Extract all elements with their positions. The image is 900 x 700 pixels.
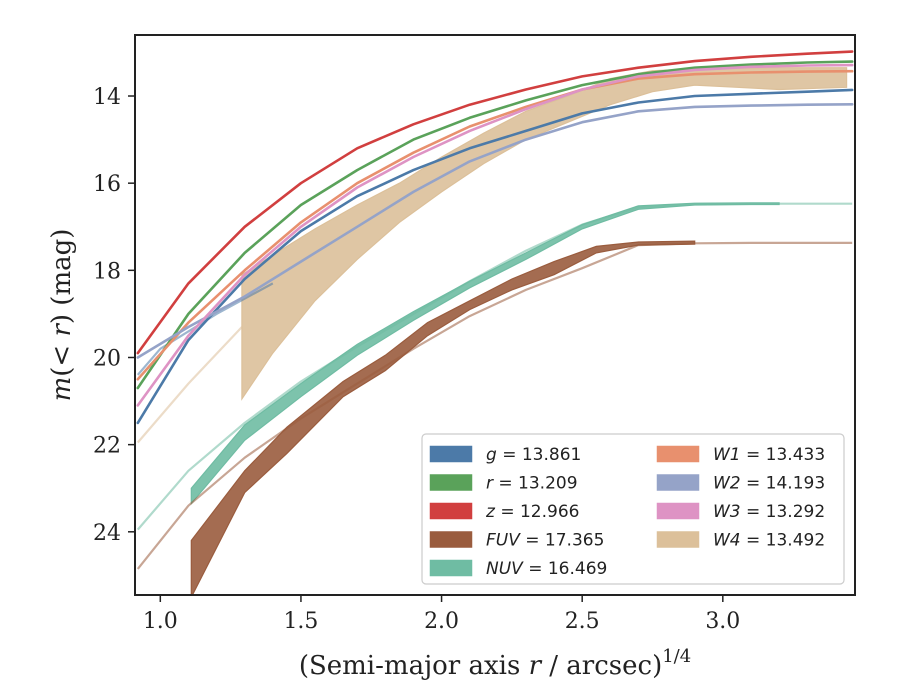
- legend-swatch-w3: [656, 502, 700, 520]
- legend-label-w2: W2 = 14.193: [713, 474, 825, 494]
- legend: g = 13.861 r = 13.209 z = 12.966 FUV = 17.3…: [421, 433, 845, 585]
- plot-frame: [134, 34, 856, 596]
- series-r-line: [136, 60, 854, 390]
- legend-label-w3: W3 = 13.292: [713, 502, 825, 522]
- legend-swatch-z: [429, 502, 473, 520]
- series-w2-line: [136, 103, 854, 359]
- legend-swatch-nuv: [429, 559, 473, 577]
- legend-items: g = 13.861 r = 13.209 z = 12.966 FUV = 17.3…: [429, 445, 825, 579]
- y-tick-label: 20: [93, 346, 121, 371]
- legend-box: [421, 433, 845, 585]
- series-w3-line: [136, 63, 854, 407]
- legend-label-fuv: FUV = 17.365: [486, 531, 604, 551]
- legend-label-w1: W1 = 13.433: [713, 445, 825, 465]
- series-fuv-extension: [136, 241, 853, 570]
- x-axis-label-exponent: 1/4: [662, 646, 691, 667]
- series-w1-line: [136, 69, 854, 381]
- series-g-line: [136, 88, 854, 425]
- x-axis-label: (Semi-major axis r / arcsec)1/4: [299, 646, 691, 681]
- y-axis-label-open: (<: [47, 337, 77, 377]
- y-axis-label: m(< r) (mag): [47, 229, 77, 402]
- y-axis-label-var: r: [47, 323, 77, 337]
- x-axis-label-pre: (Semi-major axis: [299, 651, 529, 681]
- tick-layer: 1.0 1.5 2.0 2.5 3.0 14 16 18 20 22 24: [93, 85, 740, 634]
- legend-swatch-w2: [656, 474, 700, 491]
- line-layer: [136, 50, 854, 570]
- y-axis-label-close: ): [47, 314, 77, 324]
- legend-swatch-w4: [656, 531, 700, 548]
- y-tick-label: 18: [93, 259, 121, 284]
- x-axis-label-post: / arcsec): [541, 651, 662, 681]
- x-tick-label: 3.0: [705, 609, 740, 634]
- y-tick-label: 22: [93, 434, 121, 459]
- x-tick-label: 1.5: [283, 609, 318, 634]
- x-axis-label-var: r: [529, 651, 543, 681]
- legend-label-z: z = 12.966: [485, 502, 579, 522]
- x-tick-label: 2.5: [565, 609, 600, 634]
- series-g-extension: [136, 282, 274, 376]
- y-axis-label-unit: (mag): [47, 229, 77, 314]
- series-w4-extension: [136, 326, 243, 444]
- y-tick-label: 14: [93, 85, 121, 110]
- y-axis-label-func: m: [47, 377, 77, 402]
- legend-label-nuv: NUV = 16.469: [486, 559, 607, 579]
- legend-label-r: r = 13.209: [486, 474, 578, 494]
- legend-swatch-w1: [656, 445, 700, 463]
- legend-label-g: g = 13.861: [486, 445, 581, 465]
- x-tick-label: 2.0: [424, 609, 459, 634]
- x-tick-label: 1.0: [143, 609, 178, 634]
- legend-label-w4: W4 = 13.492: [713, 531, 825, 551]
- y-tick-label: 24: [93, 521, 121, 546]
- legend-swatch-g: [429, 445, 473, 463]
- legend-swatch-fuv: [429, 531, 473, 548]
- series-z-line: [136, 50, 854, 355]
- legend-swatch-r: [429, 474, 473, 491]
- series-nuv-extension: [136, 202, 853, 531]
- y-tick-label: 16: [93, 172, 121, 197]
- series-w4-band: [241, 67, 848, 401]
